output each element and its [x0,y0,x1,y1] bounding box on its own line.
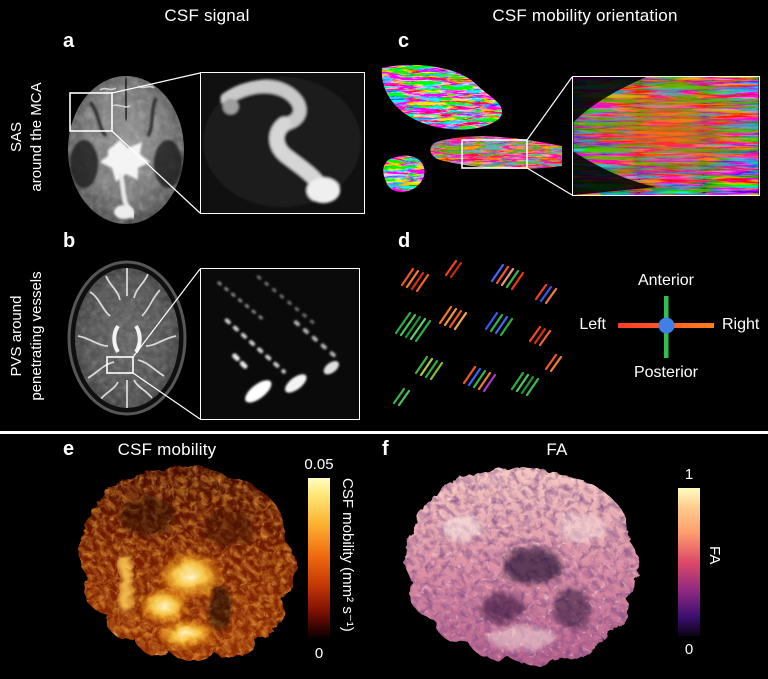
fa-colorbar-max: 1 [684,466,694,483]
mri-coronal-image [60,62,195,230]
mri-axial-image [60,252,195,420]
fiber-orientation-sas-image [378,62,568,212]
csf-mobility-colorbar-label: CSF mobility (mm² s⁻¹) [339,478,356,632]
mca-vessel-zoom-image [201,73,364,213]
inset-fiber-zoom [572,76,760,196]
fa-colorbar [678,488,700,636]
compass-anterior-label: Anterior [637,272,695,289]
fa-colorbar-label: FA [706,546,723,565]
compass-posterior-label: Posterior [633,364,699,381]
fiber-orientation-pvs-image [388,255,573,425]
csf-mobility-title: CSF mobility [117,440,217,459]
inset-mca-zoom [200,72,365,214]
fiber-zoom-image [573,77,759,195]
panel-letter-b: b [63,230,76,252]
section-divider [0,431,768,434]
row-label-pvs: PVS around penetrating vessels [7,243,47,429]
csf-mobility-brain-image [78,466,296,663]
row-label-sas: SAS around the MCA [7,44,47,230]
pvs-beaded-vessels [217,275,342,403]
column-header-csf-mobility-orientation: CSF mobility orientation [492,6,678,25]
panel-letter-d: d [398,230,411,252]
fa-brain-image [404,467,639,665]
panel-letter-c: c [398,30,410,52]
vessel-bulb [306,177,341,204]
fa-colorbar-min: 0 [684,641,694,658]
pvs-zoom-image [201,269,359,419]
compass-right-label: Right [722,316,760,333]
pvs-fiber-streaks [392,259,563,407]
panel-letter-a: a [63,30,75,52]
compass-left-label: Left [579,316,606,333]
row-label-pvs-line2: penetrating vessels [27,271,45,401]
csf-mobility-colorbar-min: 0 [314,645,324,662]
compass-center-dot [658,317,675,334]
panel-letter-f: f [382,438,389,460]
left-right-axis [618,323,714,328]
row-label-sas-line2: around the MCA [27,82,45,192]
inset-pvs-zoom [200,268,360,420]
csf-mobility-colorbar [308,478,330,640]
anterior-posterior-axis [664,296,669,358]
column-header-csf-signal: CSF signal [164,6,250,25]
panel-letter-e: e [63,438,75,460]
fa-title: FA [546,440,568,459]
ventricle-left [112,324,120,354]
row-label-sas-line1: SAS [8,122,25,153]
row-label-pvs-line1: PVS around [8,295,25,377]
csf-mobility-colorbar-max: 0.05 [304,456,334,473]
